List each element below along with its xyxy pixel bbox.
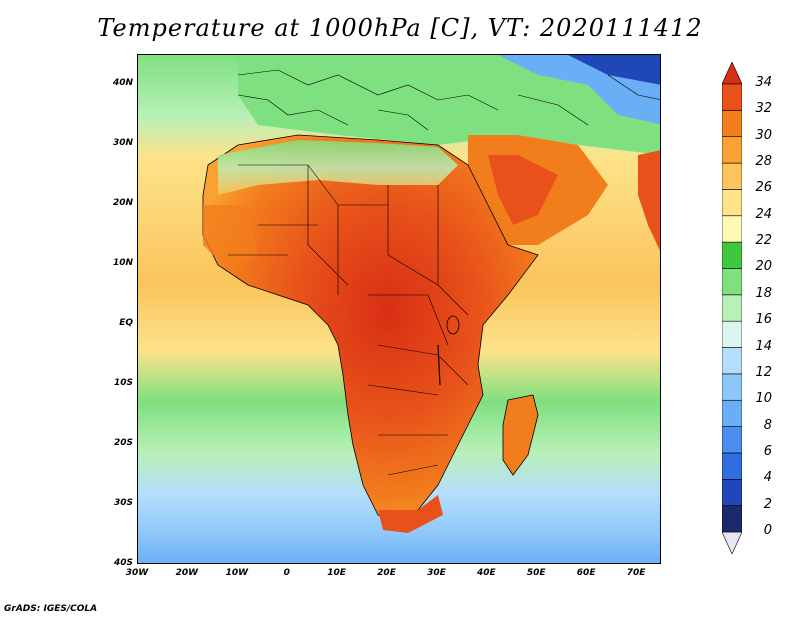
legend-level-label: 2: [763, 496, 772, 512]
temperature-map: [137, 54, 661, 564]
legend-level-label: 18: [755, 285, 772, 301]
legend-level-label: 4: [763, 470, 772, 486]
legend-bin: [722, 189, 742, 217]
legend-bin: [722, 268, 742, 296]
legend-bin: [722, 399, 742, 427]
lon-tick-label: 10E: [327, 568, 346, 578]
map-title: Temperature at 1000hPa [C], VT: 20201114…: [97, 14, 703, 42]
madagascar: [502, 394, 539, 476]
legend-level-label: 26: [755, 180, 772, 196]
legend-level-label: 30: [755, 127, 772, 143]
lat-tick-label: 20S: [113, 438, 133, 448]
legend-level-label: 22: [755, 233, 772, 249]
lat-tick-label: 20N: [112, 198, 133, 208]
legend-bin: [722, 136, 742, 164]
lon-tick-label: 30W: [125, 568, 149, 578]
legend-level-label: 28: [755, 154, 772, 170]
country-borders: [228, 164, 469, 476]
legend-level-label: 34: [755, 75, 772, 90]
footer-credit: GrADS: IGES/COLA: [4, 604, 98, 614]
lon-tick-label: 30E: [427, 568, 446, 578]
india-west-coast: [638, 150, 660, 251]
legend-level-label: 8: [763, 417, 772, 433]
lat-tick-label: 10S: [113, 378, 133, 388]
legend-level-label: 14: [755, 338, 772, 354]
lake-tanganyika: [437, 344, 441, 386]
mediterranean-band: [238, 55, 660, 155]
legend-level-label: 12: [755, 364, 772, 380]
lon-tick-label: 70E: [626, 568, 646, 578]
legend-bin: [722, 241, 742, 269]
legend-bin: [722, 452, 742, 480]
legend-bin: [722, 162, 742, 190]
map-canvas: [138, 55, 660, 563]
legend-level-label: 32: [755, 101, 772, 117]
lat-tick-label: EQ: [119, 318, 133, 328]
legend-high-arrow: [722, 62, 742, 85]
legend-bin: [722, 320, 742, 348]
lat-tick-label: 40N: [112, 78, 133, 88]
lat-tick-label: 10N: [112, 258, 133, 268]
sahara-north-band: [218, 140, 458, 195]
color-legend: [722, 62, 742, 554]
legend-level-label: 20: [755, 259, 772, 275]
legend-bin: [722, 294, 742, 322]
lon-tick-label: 0: [283, 568, 290, 578]
legend-level-label: 16: [755, 312, 772, 328]
legend-bin: [722, 215, 742, 243]
legend-bin: [722, 505, 742, 533]
lon-tick-label: 60E: [576, 568, 596, 578]
legend-bin: [722, 373, 742, 401]
lat-tick-label: 30N: [112, 138, 133, 148]
south-africa-tip: [378, 495, 443, 533]
coldest-region-northeast: [568, 55, 660, 85]
europe-coastlines: [237, 69, 660, 131]
legend-bin: [722, 110, 742, 138]
arabian-hot-zone: [488, 155, 558, 225]
legend-level-label: 6: [763, 443, 772, 459]
legend-level-label: 24: [755, 206, 772, 222]
africa-landmass: [202, 134, 539, 526]
west-africa-coast: [203, 205, 258, 270]
lon-tick-label: 20E: [377, 568, 396, 578]
legend-bin: [722, 478, 742, 506]
legend-level-label: 0: [763, 523, 772, 538]
lake-victoria: [446, 315, 460, 335]
legend-level-label: 10: [755, 391, 772, 407]
lon-tick-label: 50E: [526, 568, 546, 578]
lon-tick-label: 40E: [476, 568, 496, 578]
legend-bin: [722, 426, 742, 454]
lat-tick-label: 30S: [113, 498, 133, 508]
lon-tick-label: 20W: [175, 568, 199, 578]
legend-bin: [722, 347, 742, 375]
lon-tick-label: 10W: [225, 568, 249, 578]
lat-tick-label: 40S: [113, 558, 133, 568]
legend-low-arrow: [722, 531, 742, 554]
legend-bin: [722, 83, 742, 111]
